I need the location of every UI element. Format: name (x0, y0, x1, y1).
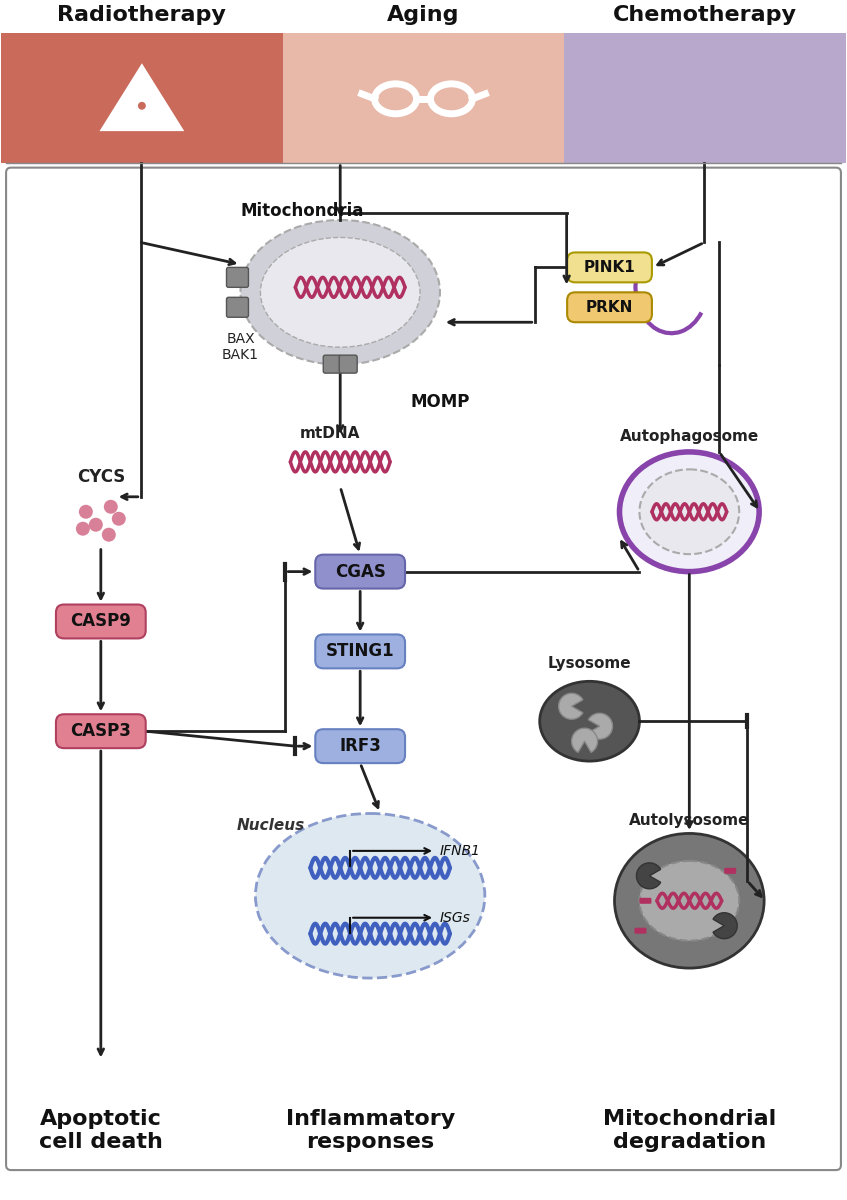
Text: ISGs: ISGs (440, 911, 471, 925)
FancyBboxPatch shape (6, 168, 841, 1170)
FancyBboxPatch shape (634, 928, 646, 934)
FancyBboxPatch shape (567, 252, 652, 282)
Text: Mitochondria: Mitochondria (241, 202, 364, 220)
Circle shape (102, 528, 116, 541)
Wedge shape (130, 106, 153, 121)
Text: Mitochondrial
degradation: Mitochondrial degradation (603, 1109, 776, 1152)
Wedge shape (589, 713, 612, 739)
Ellipse shape (639, 860, 739, 941)
Text: IRF3: IRF3 (340, 737, 381, 755)
FancyBboxPatch shape (315, 635, 405, 668)
FancyBboxPatch shape (567, 293, 652, 323)
FancyBboxPatch shape (639, 898, 651, 904)
FancyBboxPatch shape (56, 714, 146, 748)
Text: Chemotherapy: Chemotherapy (613, 5, 797, 25)
Wedge shape (127, 91, 142, 110)
Circle shape (104, 499, 118, 514)
Text: Apoptotic
cell death: Apoptotic cell death (39, 1109, 163, 1152)
Ellipse shape (260, 238, 420, 347)
Text: Inflammatory
responses: Inflammatory responses (285, 1109, 455, 1152)
Text: Lysosome: Lysosome (548, 656, 631, 671)
FancyBboxPatch shape (226, 268, 248, 287)
Ellipse shape (639, 469, 739, 554)
Text: CYCS: CYCS (77, 468, 125, 486)
Wedge shape (559, 694, 583, 719)
Text: MOMP: MOMP (410, 394, 469, 412)
Ellipse shape (241, 220, 440, 365)
Ellipse shape (256, 814, 484, 978)
Text: PINK1: PINK1 (584, 260, 635, 275)
Bar (564, 32, 846, 163)
Text: Radiotherapy: Radiotherapy (58, 5, 226, 25)
Text: BAX
BAK1: BAX BAK1 (222, 332, 259, 362)
FancyBboxPatch shape (315, 554, 405, 588)
Wedge shape (713, 913, 737, 938)
FancyBboxPatch shape (56, 605, 146, 638)
FancyBboxPatch shape (324, 355, 341, 373)
Wedge shape (636, 863, 661, 889)
Text: STING1: STING1 (326, 642, 395, 660)
Text: PRKN: PRKN (586, 300, 634, 314)
FancyBboxPatch shape (339, 355, 357, 373)
Ellipse shape (540, 682, 639, 761)
Wedge shape (572, 728, 597, 752)
Polygon shape (102, 66, 182, 130)
Ellipse shape (615, 834, 764, 968)
Ellipse shape (619, 452, 759, 571)
FancyBboxPatch shape (724, 868, 736, 874)
Text: Autolysosome: Autolysosome (629, 814, 750, 828)
Text: CASP9: CASP9 (70, 612, 131, 630)
Text: Autophagosome: Autophagosome (620, 430, 759, 444)
Wedge shape (142, 91, 157, 110)
Circle shape (112, 511, 125, 526)
Text: CGAS: CGAS (335, 563, 385, 581)
Bar (283, 32, 564, 163)
Text: mtDNA: mtDNA (300, 426, 361, 442)
Text: CASP3: CASP3 (70, 722, 131, 740)
Circle shape (76, 522, 90, 535)
Bar (1, 32, 283, 163)
Circle shape (137, 101, 147, 110)
Circle shape (79, 505, 93, 518)
Circle shape (89, 517, 102, 532)
Text: Nucleus: Nucleus (236, 818, 305, 834)
FancyBboxPatch shape (315, 730, 405, 763)
FancyBboxPatch shape (226, 298, 248, 317)
Text: Aging: Aging (387, 5, 460, 25)
Text: IFNB1: IFNB1 (440, 844, 481, 858)
